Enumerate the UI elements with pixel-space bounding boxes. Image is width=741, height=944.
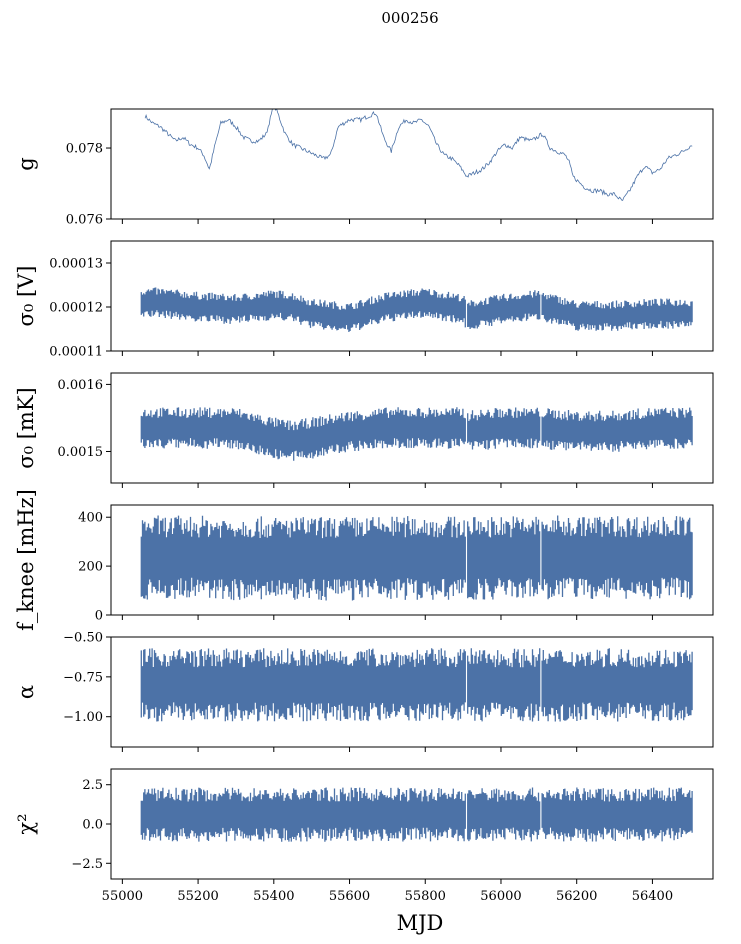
y-axis-label-5: α [14,685,38,699]
y-tick-label-1-1: 0.076 [66,213,103,228]
y-tick-label-5-3: −0.50 [63,631,103,646]
plot-area-1 [144,109,693,201]
plot-area-4 [140,515,693,601]
axes-frame-3 [110,372,714,484]
plot-area-5 [140,648,693,722]
y-tick-label-2-1: 0.00011 [49,345,103,360]
x-tick-label-2: 55200 [177,889,218,904]
x-tick-label-5: 55800 [405,889,446,904]
series-band-5 [140,648,693,722]
y-tick-label-6-2: 0.0 [82,818,103,833]
panel-1: 0.076 0.078 g [14,108,714,228]
y-axis-label-1: g [14,157,38,170]
y-tick-label-4-2: 200 [78,560,103,575]
panel-6: −2.5 0.0 2.5 55000 55200 55400 55600 55800 56000… [14,768,714,904]
y-tick-label-3-1: 0.0015 [58,445,104,460]
axes-frame-2 [110,240,714,352]
series-band-6 [140,787,693,842]
x-tick-label-3: 55400 [253,889,294,904]
x-tick-label-8: 56400 [632,889,673,904]
plot-area-6 [140,787,693,842]
axes-frame-4 [110,504,714,616]
y-tick-label-6-1: −2.5 [71,857,103,872]
y-axis-label-6: χ² [14,813,38,834]
x-axis-label: MJD [397,911,444,935]
panel-4: 0 200 400 f_knee [mHz] [14,489,714,631]
plot-area-2 [140,287,693,332]
x-tick-label-1: 55000 [102,889,143,904]
y-tick-label-5-1: −1.00 [63,710,103,725]
y-tick-label-6-3: 2.5 [82,778,103,793]
panel-5: −1.00 −0.75 −0.50 α [14,631,714,752]
y-axis-label-3: σ₀ [mK] [14,387,38,468]
series-band-2 [140,287,693,332]
figure-title: 000256 [381,9,438,27]
y-axis-label-2: σ₀ [V] [14,266,38,327]
y-tick-label-2-2: 0.00012 [49,301,103,316]
plot-area-3 [140,407,693,461]
axes-frame-1 [110,108,714,220]
series-line-1-1 [144,109,693,201]
series-band-4 [140,515,693,601]
panel-3: 0.0015 0.0016 σ₀ [mK] [14,372,714,488]
y-tick-label-4-1: 0 [95,609,103,624]
y-tick-label-2-3: 0.00013 [49,257,103,272]
x-tick-label-6: 56000 [480,889,521,904]
y-tick-label-4-3: 400 [78,511,103,526]
y-axis-label-4: f_knee [mHz] [14,489,38,631]
panel-2: 0.00011 0.00012 0.00013 σ₀ [V] [14,240,714,360]
x-tick-label-7: 56200 [556,889,597,904]
y-tick-label-1-2: 0.078 [66,142,103,157]
y-tick-label-5-2: −0.75 [63,670,103,685]
axes-frame-5 [110,636,714,748]
x-tick-label-4: 55600 [329,889,370,904]
y-tick-label-3-2: 0.0016 [58,378,104,393]
series-band-3 [140,407,693,461]
